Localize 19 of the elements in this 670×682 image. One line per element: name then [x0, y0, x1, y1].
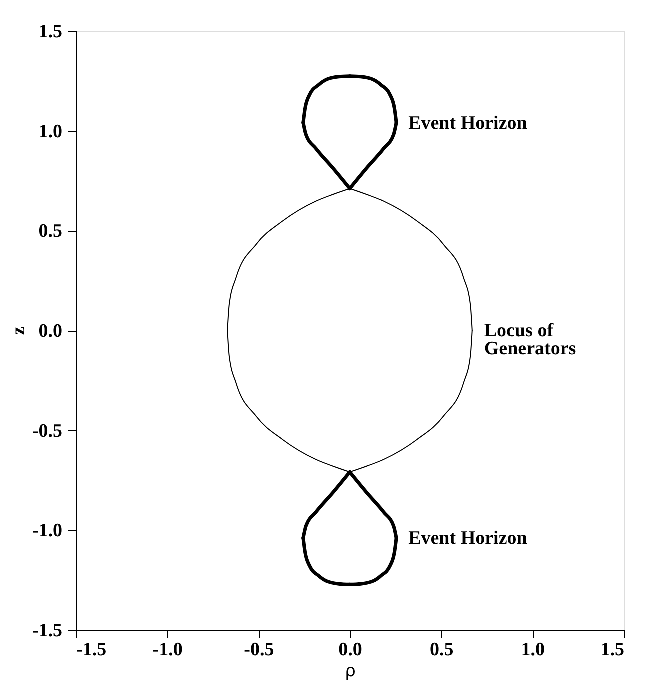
x-tick-label: 0.0: [338, 640, 362, 660]
y-tick-label: -0.5: [32, 420, 62, 442]
x-tick-label: -0.5: [244, 640, 274, 660]
annotation: Event Horizon: [408, 528, 528, 550]
x-axis-title: ρ: [345, 662, 356, 682]
x-tick-label: 1.0: [521, 640, 546, 660]
x-tick-label: -1.0: [152, 640, 183, 660]
annotation: Locus of Generators: [484, 320, 576, 360]
y-tick-label: 0.5: [38, 221, 62, 242]
annotation: Event Horizon: [408, 112, 528, 134]
x-tick-label: -1.5: [76, 640, 107, 660]
y-tick-label: 1.5: [38, 22, 62, 42]
y-tick-label: 0.0: [38, 321, 62, 342]
x-tick-label: 0.5: [430, 640, 454, 660]
x-tick-label: 1.5: [600, 640, 624, 660]
y-tick-label: -1.5: [32, 620, 62, 642]
y-tick-label: 1.0: [38, 121, 62, 142]
y-tick-label: -1.0: [32, 520, 62, 542]
y-axis-title: z: [8, 326, 30, 336]
